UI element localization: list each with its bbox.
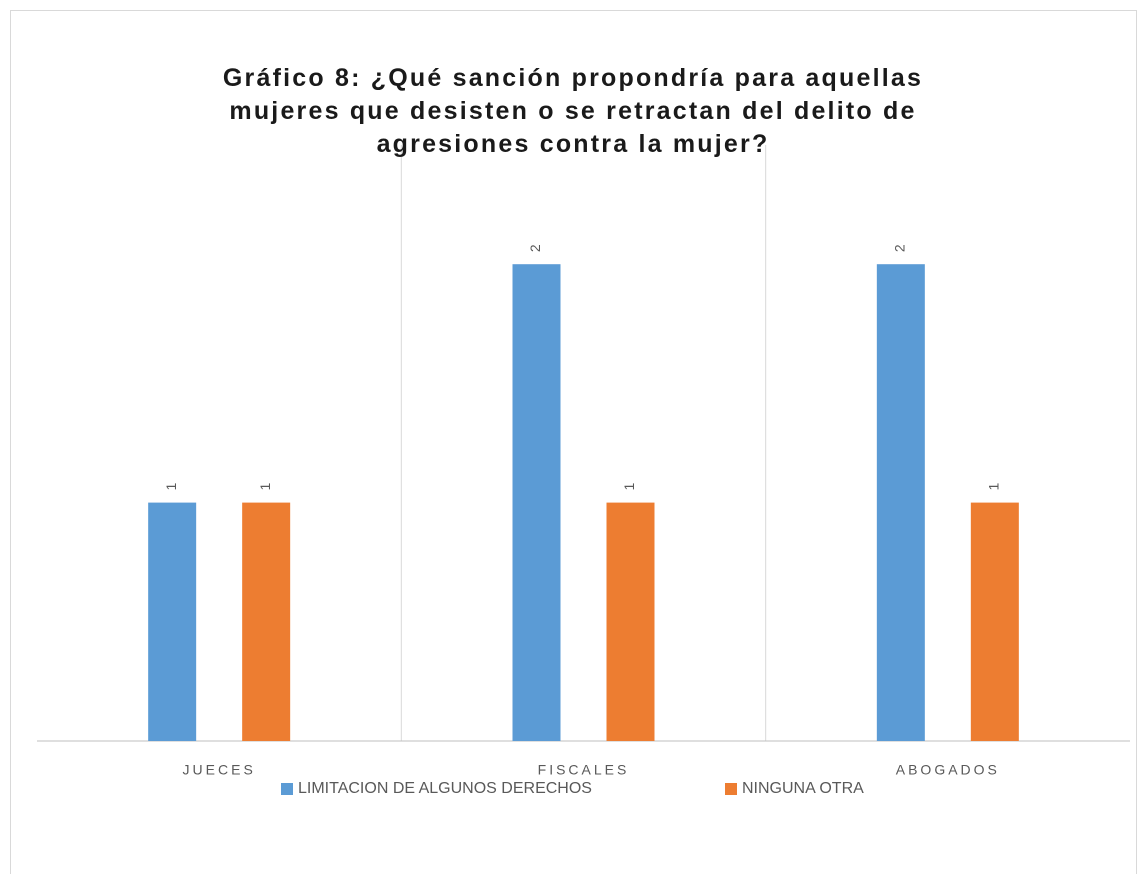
data-label: 2 (892, 244, 908, 252)
legend-swatch (281, 783, 293, 795)
chart-title: Gráfico 8: ¿Qué sanción propondría para … (222, 64, 924, 158)
bar (606, 502, 655, 741)
legend-swatch (725, 783, 737, 795)
bar (148, 502, 197, 741)
x-tick-label: ABOGADOS (896, 762, 1000, 778)
legend-label: NINGUNA OTRA (742, 780, 864, 797)
bar (512, 264, 561, 741)
chart-border (10, 10, 1137, 874)
data-label: 2 (527, 244, 543, 252)
x-tick-label: FISCALES (538, 762, 630, 778)
bar (970, 502, 1019, 741)
data-label: 1 (257, 482, 273, 490)
data-label: 1 (986, 482, 1002, 490)
legend-label: LIMITACION DE ALGUNOS DERECHOS (298, 780, 592, 797)
data-label: 1 (163, 482, 179, 490)
data-label: 1 (621, 482, 637, 490)
x-tick-label: JUECES (183, 762, 256, 778)
bar (876, 264, 925, 741)
bar (242, 502, 291, 741)
